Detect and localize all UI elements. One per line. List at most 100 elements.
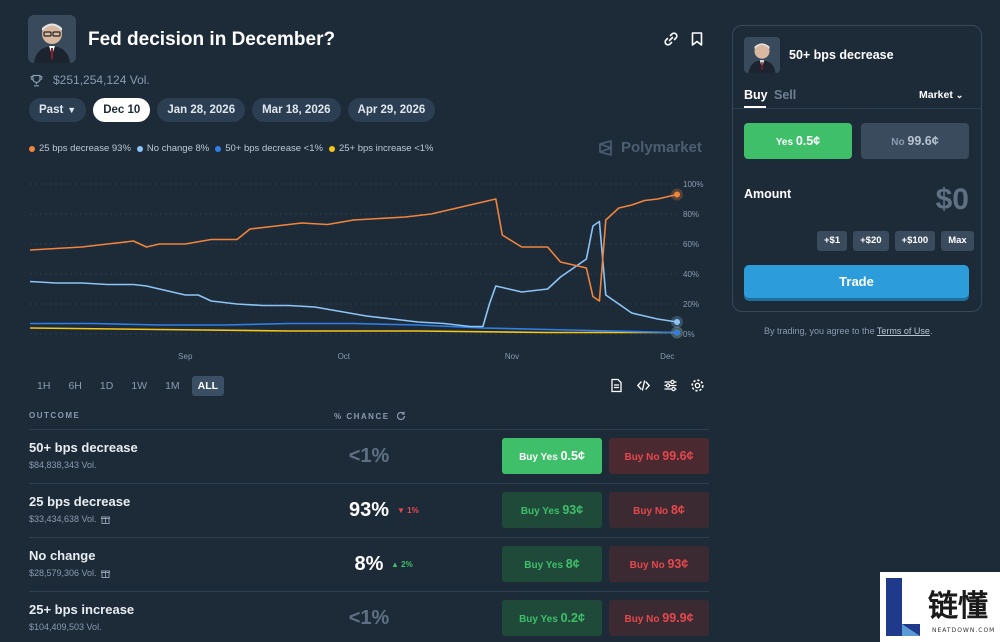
sliders-icon[interactable] (663, 378, 678, 393)
amount-input[interactable]: $0 (935, 183, 969, 216)
amount-label: Amount (744, 187, 792, 201)
date-tab-past[interactable]: Past ▼ (29, 98, 87, 122)
legend-dot (29, 145, 35, 152)
y-tick-label: 0% (683, 330, 695, 339)
series-end-point (674, 319, 680, 325)
gift-icon (100, 516, 110, 524)
date-tab-dec-10[interactable]: Dec 10 (93, 98, 151, 122)
terms-of-use-link[interactable]: Terms of Use (876, 326, 930, 336)
legend-item: No change 8% (136, 143, 209, 154)
buy-no-button[interactable]: Buy No 8¢ (609, 492, 709, 528)
max-button[interactable]: Max (941, 231, 974, 251)
trade-button[interactable]: Trade (744, 265, 969, 298)
tab-sell[interactable]: Sell (774, 88, 797, 102)
add-100-button[interactable]: +$100 (894, 231, 936, 251)
gift-icon (100, 570, 110, 578)
outcome-volume-row: $28,579,306 Vol. (29, 568, 110, 578)
outcome-volume: $28,579,306 Vol. (29, 568, 97, 578)
gear-icon[interactable] (690, 378, 705, 393)
x-tick-label: Oct (338, 352, 351, 361)
legend-item: 25+ bps increase <1% (328, 143, 434, 154)
add-20-button[interactable]: +$20 (853, 231, 889, 251)
link-icon[interactable] (662, 30, 680, 48)
column-header-chance: % CHANCE (334, 411, 406, 421)
legend-dot (215, 145, 222, 152)
outcome-volume-row: $104,409,503 Vol. (29, 622, 102, 632)
legend-dot (328, 145, 335, 152)
buy-yes-button[interactable]: Buy Yes 0.2¢ (502, 600, 602, 636)
legend-dot (136, 145, 143, 152)
outcome-row-no-change[interactable]: No change $28,579,306 Vol. 8% ▲ 2% Buy Y… (29, 537, 709, 591)
buy-no-button[interactable]: Buy No 99.9¢ (609, 600, 709, 636)
neatdown-logo-icon: 链懂 NEATDOWN.COM (886, 578, 995, 636)
date-tab-mar-18[interactable]: Mar 18, 2026 (252, 98, 341, 122)
range-tab-1d[interactable]: 1D (99, 380, 114, 392)
x-tick-label: Dec (660, 352, 674, 361)
no-outcome-button[interactable]: No 99.6¢ (861, 123, 969, 159)
trophy-icon (30, 74, 43, 86)
buy-no-button[interactable]: Buy No 93¢ (609, 546, 709, 582)
market-volume-row: $251,254,124 Vol. (30, 73, 150, 87)
date-tab-jan-28[interactable]: Jan 28, 2026 (157, 98, 246, 122)
range-tab-1m[interactable]: 1M (165, 380, 180, 392)
column-header-outcome: OUTCOME (29, 411, 81, 420)
buy-yes-button[interactable]: Buy Yes 8¢ (502, 546, 602, 582)
active-tab-indicator (744, 106, 766, 108)
polymarket-watermark: Polymarket (598, 139, 702, 156)
outcome-volume-row: $33,434,638 Vol. (29, 514, 110, 524)
outcome-row-25-bps-decrease[interactable]: 25 bps decrease $33,434,638 Vol. 93% ▼ 1… (29, 483, 709, 537)
market-volume: $251,254,124 Vol. (53, 73, 150, 87)
range-tab-6h[interactable]: 6H (68, 380, 82, 392)
outcome-volume: $104,409,503 Vol. (29, 622, 102, 632)
yes-outcome-button[interactable]: Yes 0.5¢ (744, 123, 852, 159)
y-tick-label: 20% (683, 300, 699, 309)
order-type-select[interactable]: Market ⌄ (919, 89, 964, 101)
watermark-subtext: NEATDOWN.COM (932, 627, 995, 634)
outcome-volume-row: $84,838,343 Vol. (29, 460, 97, 470)
outcome-list: 50+ bps decrease $84,838,343 Vol. <1% Bu… (29, 429, 709, 642)
refresh-icon[interactable] (396, 411, 406, 421)
price-chart[interactable]: 100% 80% 60% 40% 20% 0% Sep Oct Nov Dec (20, 170, 720, 370)
trade-panel: 50+ bps decrease Buy Sell Market ⌄ Yes 0… (732, 25, 982, 312)
bookmark-icon[interactable] (688, 30, 706, 48)
watermark-text: 链懂 (928, 589, 988, 624)
market-avatar (28, 15, 76, 63)
series-line (30, 322, 678, 334)
outcome-name: 50+ bps decrease (29, 440, 138, 455)
range-tab-1w[interactable]: 1W (131, 380, 148, 392)
document-icon[interactable] (609, 378, 624, 393)
outcome-name: 25 bps decrease (29, 494, 131, 509)
outcome-name: 25+ bps increase (29, 602, 135, 617)
date-tabs: Past ▼ Dec 10 Jan 28, 2026 Mar 18, 2026 A… (29, 98, 436, 122)
series-line (29, 327, 677, 334)
outcome-chance: 8% (354, 553, 384, 575)
date-tab-apr-29[interactable]: Apr 29, 2026 (347, 98, 436, 122)
neatdown-watermark: 链懂 NEATDOWN.COM (880, 572, 1000, 642)
outcome-avatar (744, 37, 780, 73)
outcome-row-25-bps-increase[interactable]: 25+ bps increase $104,409,503 Vol. <1% B… (29, 591, 709, 642)
add-1-button[interactable]: +$1 (817, 231, 848, 251)
chevron-down-icon: ⌄ (955, 90, 964, 100)
buy-yes-button[interactable]: Buy Yes 0.5¢ (502, 438, 602, 474)
x-tick-label: Sep (178, 352, 193, 361)
tab-buy[interactable]: Buy (744, 88, 768, 102)
y-tick-label: 80% (683, 210, 699, 219)
x-tick-label: Nov (505, 352, 519, 361)
outcome-name: No change (29, 548, 96, 563)
buy-no-button[interactable]: Buy No 99.6¢ (609, 438, 709, 474)
chart-legend: 25 bps decrease 93% No change 8% 50+ bps… (29, 143, 434, 154)
series-end-point (674, 191, 680, 198)
code-icon[interactable] (636, 378, 651, 393)
outcome-delta: ▲ 2% (391, 560, 413, 569)
range-tabs: 1H 6H 1D 1W 1M ALL (31, 376, 225, 396)
range-tab-1h[interactable]: 1H (37, 380, 51, 392)
buy-yes-button[interactable]: Buy Yes 93¢ (502, 492, 602, 528)
outcome-delta: ▼ 1% (397, 506, 419, 515)
series-line (29, 220, 678, 328)
outcome-chance: <1% (348, 445, 390, 467)
outcome-chance: <1% (348, 607, 390, 629)
range-tab-all[interactable]: ALL (191, 376, 225, 396)
outcome-volume: $84,838,343 Vol. (29, 460, 97, 470)
outcome-row-50-bps-decrease[interactable]: 50+ bps decrease $84,838,343 Vol. <1% Bu… (29, 429, 709, 483)
